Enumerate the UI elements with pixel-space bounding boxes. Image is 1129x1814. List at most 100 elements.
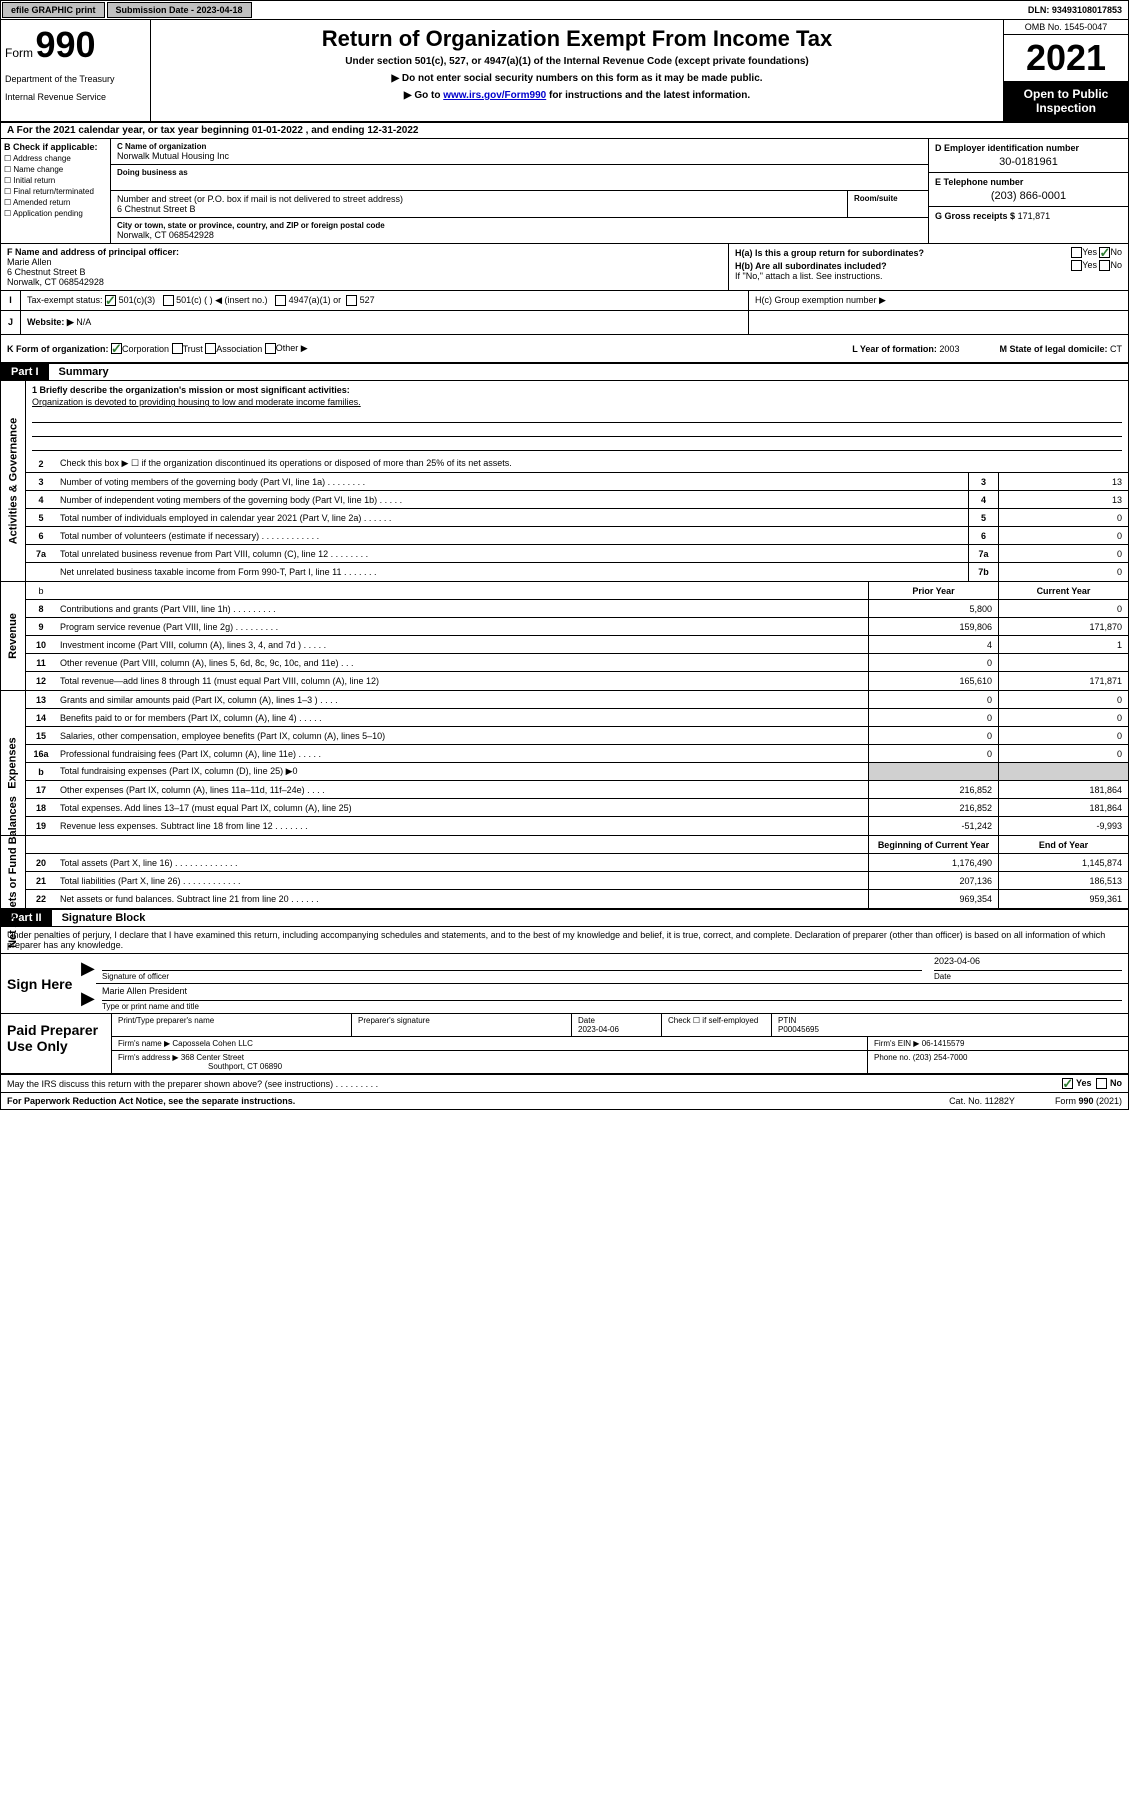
- firm-name-val: Capossela Cohen LLC: [172, 1039, 253, 1048]
- discuss-text: May the IRS discuss this return with the…: [7, 1079, 378, 1089]
- part1-header-row: Part I Summary: [0, 364, 1129, 381]
- rev-line-10: 10Investment income (Part VIII, column (…: [26, 636, 1128, 654]
- officer-addr2: Norwalk, CT 068542928: [7, 277, 722, 287]
- rev-line-11: 11Other revenue (Part VIII, column (A), …: [26, 654, 1128, 672]
- rev-line-9: 9Program service revenue (Part VIII, lin…: [26, 618, 1128, 636]
- gov-line-6: 6Total number of volunteers (estimate if…: [26, 527, 1128, 545]
- dba-cell: Doing business as: [111, 165, 928, 191]
- exp-line-13: 13Grants and similar amounts paid (Part …: [26, 691, 1128, 709]
- open-public-badge: Open to Public Inspection: [1004, 81, 1128, 121]
- line2-text: Check this box ▶ ☐ if the organization d…: [56, 456, 1128, 471]
- f-label: F Name and address of principal officer:: [7, 247, 722, 257]
- exp-line-18: 18Total expenses. Add lines 13–17 (must …: [26, 799, 1128, 817]
- firm-addr-lbl: Firm's address ▶: [118, 1053, 179, 1062]
- gov-line-5: 5Total number of individuals employed in…: [26, 509, 1128, 527]
- sig-name-val: Marie Allen President: [102, 986, 1122, 1000]
- governance-section: Activities & Governance 1 Briefly descri…: [0, 381, 1129, 582]
- hb-note: If "No," attach a list. See instructions…: [735, 271, 1122, 281]
- part1-badge: Part I: [1, 364, 49, 380]
- exp-line-14: 14Benefits paid to or for members (Part …: [26, 709, 1128, 727]
- form-title: Return of Organization Exempt From Incom…: [157, 26, 997, 52]
- sig-date-val: 2023-04-06: [934, 956, 1122, 970]
- city-value: Norwalk, CT 068542928: [117, 230, 922, 240]
- page-footer: For Paperwork Reduction Act Notice, see …: [0, 1093, 1129, 1110]
- c-label: C Name of organization: [117, 142, 922, 151]
- suite-label: Room/suite: [854, 194, 922, 203]
- city-cell: City or town, state or province, country…: [111, 218, 928, 243]
- form-number: 990: [36, 24, 96, 65]
- hc-label: H(c) Group exemption number ▶: [755, 295, 886, 305]
- hb-yes[interactable]: [1071, 260, 1082, 271]
- header-mid: Return of Organization Exempt From Incom…: [151, 20, 1003, 121]
- prior-year-hdr: Prior Year: [868, 582, 998, 599]
- discuss-no[interactable]: [1096, 1078, 1107, 1089]
- ptin-val: P00045695: [778, 1025, 1122, 1034]
- officer-name: Marie Allen: [7, 257, 722, 267]
- firm-phone-val: (203) 254-7000: [913, 1053, 968, 1062]
- chk-initial-return[interactable]: ☐ Initial return: [4, 176, 107, 185]
- chk-application-pending[interactable]: ☐ Application pending: [4, 209, 107, 218]
- addr-label: Number and street (or P.O. box if mail i…: [117, 194, 841, 204]
- tax-exempt-row: I Tax-exempt status: 501(c)(3) 501(c) ( …: [0, 291, 1129, 311]
- header-right: OMB No. 1545-0047 2021 Open to Public In…: [1003, 20, 1128, 121]
- officer-sig-lbl: Signature of officer: [102, 970, 922, 981]
- expenses-section: Expenses 13Grants and similar amounts pa…: [0, 691, 1129, 836]
- ha-no[interactable]: [1099, 247, 1110, 258]
- note2-pre: ▶ Go to: [404, 90, 443, 101]
- chk-501c[interactable]: [163, 295, 174, 306]
- dba-label: Doing business as: [117, 168, 922, 177]
- chk-amended-return[interactable]: ☐ Amended return: [4, 198, 107, 207]
- suite-cell: Room/suite: [848, 191, 928, 217]
- hb-no[interactable]: [1099, 260, 1110, 271]
- l-formation: L Year of formation: 2003: [852, 344, 959, 354]
- exp-line-b: bTotal fundraising expenses (Part IX, co…: [26, 763, 1128, 781]
- chk-assoc[interactable]: [205, 343, 216, 354]
- part1-title: Summary: [49, 366, 109, 378]
- chk-name-change[interactable]: ☐ Name change: [4, 165, 107, 174]
- irs-label: Internal Revenue Service: [5, 92, 146, 102]
- org-name: Norwalk Mutual Housing Inc: [117, 151, 922, 161]
- ha-yes[interactable]: [1071, 247, 1082, 258]
- na-line-20: 20Total assets (Part X, line 16) . . . .…: [26, 854, 1128, 872]
- chk-trust[interactable]: [172, 343, 183, 354]
- form-note-1: ▶ Do not enter social security numbers o…: [157, 73, 997, 84]
- current-year-hdr: Current Year: [998, 582, 1128, 599]
- discuss-yes[interactable]: [1062, 1078, 1073, 1089]
- firm-addr1: 368 Center Street: [181, 1053, 244, 1062]
- officer-addr1: 6 Chestnut Street B: [7, 267, 722, 277]
- chk-other[interactable]: [265, 343, 276, 354]
- preparer-label: Paid Preparer Use Only: [1, 1014, 111, 1073]
- omb-number: OMB No. 1545-0047: [1004, 20, 1128, 35]
- te-lbl: Tax-exempt status:: [27, 295, 103, 305]
- chk-4947[interactable]: [275, 295, 286, 306]
- chk-527[interactable]: [346, 295, 357, 306]
- gov-line-7a: 7aTotal unrelated business revenue from …: [26, 545, 1128, 563]
- ha-label: H(a) Is this a group return for subordin…: [735, 248, 924, 258]
- exp-line-19: 19Revenue less expenses. Subtract line 1…: [26, 817, 1128, 835]
- chk-final-return[interactable]: ☐ Final return/terminated: [4, 187, 107, 196]
- sign-here-label: Sign Here: [1, 954, 81, 1013]
- submission-date-button[interactable]: Submission Date - 2023-04-18: [107, 2, 252, 18]
- netassets-header: Beginning of Current Year End of Year: [26, 836, 1128, 854]
- gov-line-4: 4Number of independent voting members of…: [26, 491, 1128, 509]
- efile-print-button[interactable]: efile GRAPHIC print: [2, 2, 105, 18]
- mission-lbl: 1 Briefly describe the organization's mi…: [32, 385, 350, 395]
- row-a-period: A For the 2021 calendar year, or tax yea…: [0, 123, 1129, 139]
- org-name-cell: C Name of organization Norwalk Mutual Ho…: [111, 139, 928, 165]
- chk-corp[interactable]: [111, 343, 122, 354]
- ein-cell: D Employer identification number 30-0181…: [929, 139, 1128, 173]
- e-label: E Telephone number: [935, 177, 1122, 187]
- website-lbl: Website: ▶: [27, 317, 74, 327]
- part2-title: Signature Block: [52, 912, 146, 924]
- firm-ein-lbl: Firm's EIN ▶: [874, 1039, 919, 1048]
- chk-address-change[interactable]: ☐ Address change: [4, 154, 107, 163]
- irs-link[interactable]: www.irs.gov/Form990: [443, 90, 546, 101]
- m-domicile: M State of legal domicile: CT: [999, 344, 1122, 354]
- sig-disclaimer: Under penalties of perjury, I declare th…: [1, 927, 1128, 953]
- chk-501c3[interactable]: [105, 295, 116, 306]
- begin-year-hdr: Beginning of Current Year: [868, 836, 998, 853]
- section-b-checkboxes: B Check if applicable: ☐ Address change …: [1, 139, 111, 243]
- discuss-row: May the IRS discuss this return with the…: [0, 1075, 1129, 1093]
- tax-exempt-options: Tax-exempt status: 501(c)(3) 501(c) ( ) …: [21, 291, 748, 310]
- prep-date-lbl: Date: [578, 1016, 655, 1025]
